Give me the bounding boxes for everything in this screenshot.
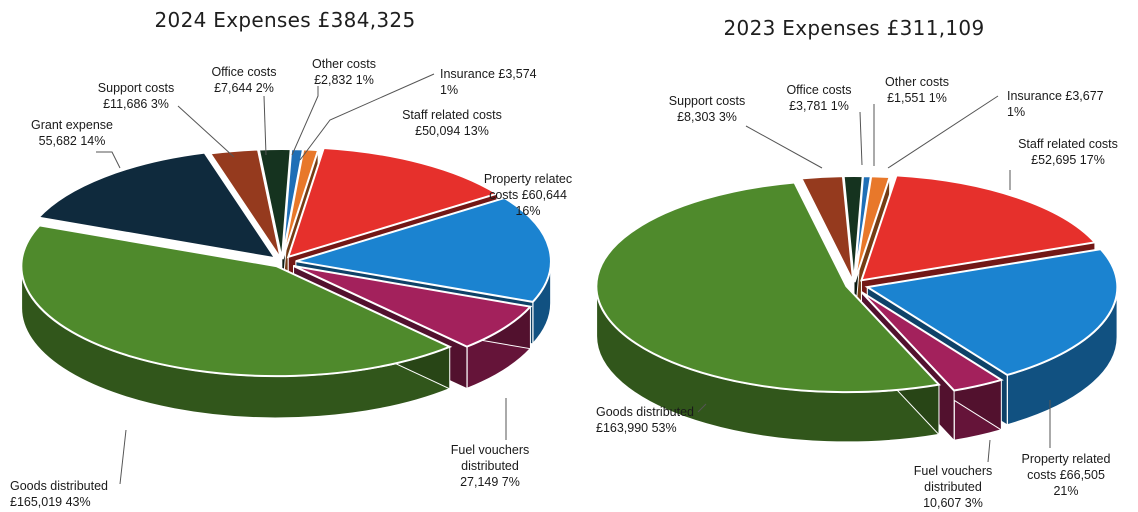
- data-label-office-costs: Office costs £7,644 2%: [211, 64, 276, 96]
- data-label-fuel-vouchers: Fuel vouchers distributed 10,607 3%: [914, 463, 993, 511]
- pie-chart-2024: 2024 Expenses £384,325 Other costs £2,832…: [10, 8, 572, 510]
- slice-goods-distributed: [595, 181, 941, 394]
- data-label-line: 55,682 14%: [38, 134, 106, 148]
- data-label-other-costs: Other costs £2,832 1%: [312, 56, 376, 88]
- data-label-line: £7,644 2%: [214, 81, 274, 95]
- data-label-line: Other costs: [885, 75, 949, 89]
- data-label-line: Other costs: [312, 57, 376, 71]
- leader-fuel-vouchers: [987, 439, 991, 463]
- data-label-line: Property relatec: [483, 172, 573, 186]
- data-label-staff-related-costs: Staff related costs £52,695 17%: [1018, 136, 1118, 168]
- slice-fuel-vouchers: [293, 264, 533, 348]
- data-label-line: 16%: [515, 204, 541, 218]
- data-label-line: distributed: [924, 480, 982, 494]
- data-label-line: £1,551 1%: [887, 91, 947, 105]
- slice-property-relatec: [295, 196, 552, 303]
- data-label-line: £163,990 53%: [596, 421, 677, 435]
- pie-tops: [595, 174, 1119, 394]
- leader-lines: [96, 73, 507, 485]
- pie-svg-2023: [595, 95, 1119, 463]
- slice-staff-related-costs: [860, 174, 1097, 282]
- data-label-line: £8,303 3%: [677, 110, 737, 124]
- data-label-line: 27,149 7%: [460, 475, 520, 489]
- data-label-goods-distributed: Goods distributed £163,990 53%: [596, 404, 694, 436]
- leader-insurance-3-677: [887, 95, 999, 169]
- pie-svg-2024: [20, 73, 552, 485]
- data-label-fuel-vouchers: Fuel vouchers distributed 27,149 7%: [451, 442, 530, 490]
- data-label-goods-distributed: Goods distributed £165,019 43%: [10, 478, 108, 510]
- data-label-line: distributed: [461, 459, 519, 473]
- leader-other-costs: [291, 86, 319, 156]
- data-label-line: £50,094 13%: [415, 124, 489, 138]
- data-label-line: 1%: [440, 83, 459, 97]
- data-label-line: Office costs: [211, 65, 277, 79]
- chart-title: 2023 Expenses £311,109: [723, 16, 985, 40]
- slice-staff-related-costs: [286, 146, 500, 259]
- data-label-line: £165,019 43%: [10, 495, 91, 509]
- leader-insurance-3-574: [299, 73, 435, 161]
- leader-office-costs: [263, 95, 267, 156]
- leader-support-costs: [745, 125, 823, 169]
- data-label-line: Grant expense: [31, 118, 113, 132]
- data-label-insurance-3-574: Insurance £3,574 1%: [440, 66, 537, 98]
- data-label-support-costs: Support costs £11,686 3%: [98, 80, 174, 112]
- slice-goods-distributed: [20, 224, 453, 378]
- slice-fuel-vouchers: [860, 291, 1004, 392]
- data-label-line: costs £66,505: [1027, 468, 1105, 482]
- data-label-line: Property related: [1021, 452, 1111, 466]
- leader-goods-distributed: [119, 429, 127, 485]
- data-label-support-costs: Support costs £8,303 3%: [669, 93, 745, 125]
- data-label-property-related: Property related costs £66,505 21%: [1022, 451, 1111, 499]
- slice-insurance-3-677: [853, 175, 891, 283]
- slice-property-related: [864, 248, 1119, 377]
- data-label-line: Support costs: [97, 81, 175, 95]
- slice-grant-expense: [36, 151, 278, 260]
- data-label-line: Staff related costs: [402, 108, 502, 122]
- data-label-line: £11,686 3%: [103, 97, 169, 111]
- data-label-line: Office costs: [786, 83, 852, 97]
- data-label-line: 1%: [1007, 105, 1026, 119]
- data-label-line: Staff related costs: [1018, 137, 1118, 151]
- slice-office-costs: [257, 148, 292, 260]
- data-label-staff-related-costs: Staff related costs £50,094 13%: [402, 107, 502, 139]
- pie-tops: [20, 146, 552, 378]
- chart-title: 2024 Expenses £384,325: [154, 8, 416, 32]
- leader-support-costs: [177, 105, 235, 158]
- data-label-line: costs £60,644: [489, 188, 567, 202]
- data-label-line: 10,607 3%: [923, 496, 983, 510]
- leader-lines: [697, 95, 1051, 463]
- pie-chart-2023: 2023 Expenses £311,109 Other costs £1,551…: [570, 0, 1138, 512]
- data-label-line: £52,695 17%: [1031, 153, 1105, 167]
- data-label-other-costs: Other costs £1,551 1%: [885, 74, 949, 106]
- data-label-line: £3,781 1%: [789, 99, 849, 113]
- data-label-line: Goods distributed: [10, 479, 108, 493]
- data-label-line: Insurance £3,574: [440, 67, 537, 81]
- data-label-line: Goods distributed: [596, 405, 694, 419]
- leader-grant-expense: [96, 151, 121, 169]
- data-label-line: Support costs: [668, 94, 746, 108]
- data-label-line: Insurance £3,677: [1007, 89, 1104, 103]
- data-label-insurance-3-677: Insurance £3,677 1%: [1007, 88, 1104, 120]
- slice-office-costs: [842, 175, 864, 283]
- data-label-line: 21%: [1053, 484, 1079, 498]
- data-label-line: Fuel vouchers: [450, 443, 530, 457]
- leader-office-costs: [859, 111, 863, 166]
- data-label-office-costs: Office costs £3,781 1%: [786, 82, 851, 114]
- data-label-grant-expense: Grant expense 55,682 14%: [31, 117, 113, 149]
- leader-goods-distributed: [697, 403, 707, 413]
- data-label-line: £2,832 1%: [314, 73, 374, 87]
- data-label-line: Fuel vouchers: [913, 464, 993, 478]
- slice-insurance-3-574: [281, 148, 320, 260]
- data-label-property-relatec: Property relatec costs £60,644 16%: [484, 171, 572, 219]
